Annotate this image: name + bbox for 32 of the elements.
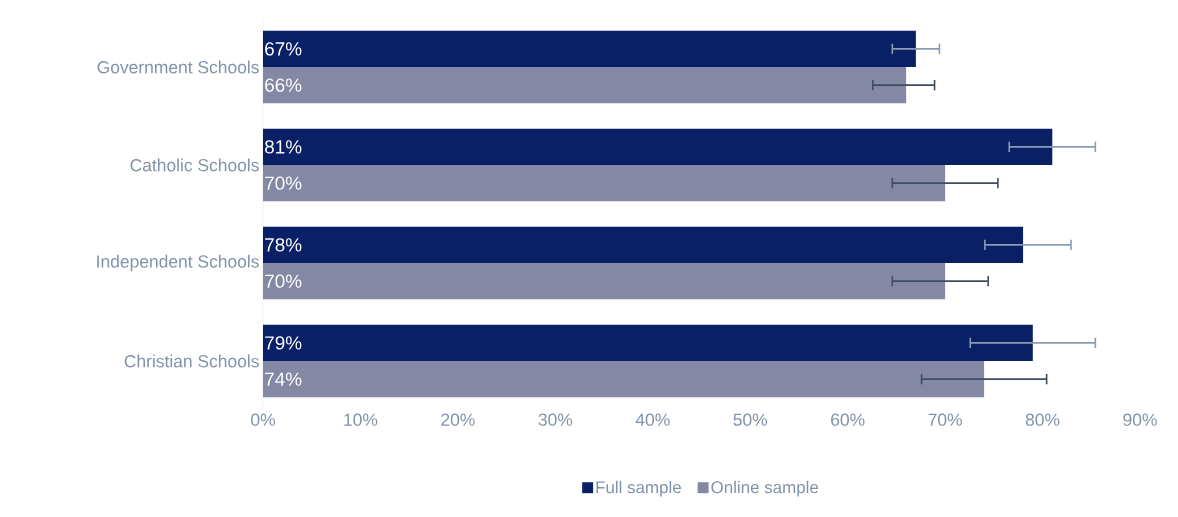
legend-label: Full sample xyxy=(596,480,681,497)
bar xyxy=(263,324,1033,361)
bar xyxy=(263,226,1024,263)
x-tick-label: 10% xyxy=(344,413,378,426)
bar xyxy=(263,128,1053,165)
x-tick-label: 50% xyxy=(733,413,768,426)
x-tick-label: 40% xyxy=(635,413,670,426)
data-label: 78% xyxy=(265,238,302,252)
bar xyxy=(263,165,946,202)
y-tick-label: Christian Schools xyxy=(124,354,259,368)
bar xyxy=(263,67,907,104)
x-tick-label: 70% xyxy=(928,413,962,426)
data-label: 70% xyxy=(265,176,302,190)
y-tick-label: Government Schools xyxy=(97,60,259,74)
x-tick-label: 60% xyxy=(831,413,865,426)
x-tick-label: 90% xyxy=(1123,413,1157,426)
data-label: 66% xyxy=(265,78,302,92)
bar xyxy=(263,263,946,300)
data-label: 67% xyxy=(265,42,302,56)
x-tick-label: 0% xyxy=(251,413,275,426)
x-tick-label: 20% xyxy=(441,413,475,426)
data-label: 74% xyxy=(265,372,302,386)
data-label: 81% xyxy=(265,140,302,154)
data-label: 79% xyxy=(265,336,302,350)
bar xyxy=(263,361,985,398)
x-tick-label: 80% xyxy=(1025,413,1060,426)
y-tick-label: Catholic Schools xyxy=(130,158,259,172)
x-tick-label: 30% xyxy=(538,413,573,426)
y-tick-label: Independent Schools xyxy=(97,254,259,272)
legend-label: Online sample xyxy=(711,480,819,497)
data-label: 70% xyxy=(265,274,302,288)
bar xyxy=(263,30,916,67)
